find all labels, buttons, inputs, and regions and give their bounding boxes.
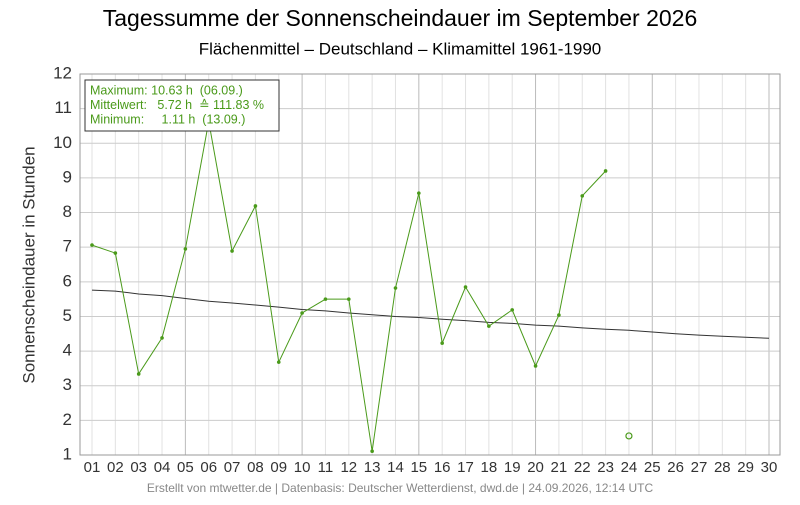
x-tick-label: 11 <box>318 459 334 476</box>
x-tick-label: 24 <box>621 459 638 476</box>
x-tick-label: 13 <box>364 459 381 476</box>
x-tick-label: 20 <box>527 459 544 476</box>
x-tick-label: 06 <box>200 459 217 476</box>
chart-subtitle: Flächenmittel – Deutschland – Klimamitte… <box>199 39 602 58</box>
x-tick-label: 26 <box>667 459 684 476</box>
x-tick-label: 14 <box>387 459 404 476</box>
data-point <box>230 249 234 253</box>
footer: Erstellt von mtwetter.de | Datenbasis: D… <box>147 481 654 495</box>
x-tick-label: 16 <box>434 459 451 476</box>
data-point <box>323 297 328 301</box>
data-point <box>603 169 608 173</box>
data-point <box>580 194 585 198</box>
data-point <box>183 247 188 251</box>
y-tick-label: 12 <box>53 63 72 82</box>
x-tick-label: 30 <box>761 459 778 476</box>
y-tick-label: 2 <box>63 410 72 429</box>
data-point <box>625 432 633 440</box>
plot-frame <box>79 73 781 456</box>
data-point <box>463 285 468 289</box>
info-box <box>84 79 280 132</box>
y-tick-label: 5 <box>63 306 72 325</box>
data-point <box>487 324 491 328</box>
x-tick-label: 25 <box>644 459 661 476</box>
y-tick-label: 8 <box>63 202 72 221</box>
y-tick-label: 1 <box>63 444 72 463</box>
x-tick-label: 21 <box>551 459 568 476</box>
x-tick-label: 01 <box>84 459 101 476</box>
x-tick-label: 08 <box>247 459 264 476</box>
data-point <box>533 364 538 368</box>
data-point <box>300 311 304 315</box>
x-tick-label: 18 <box>481 459 498 476</box>
info-text: Mittelwert: 5.72 h ≙ 111.83 % <box>90 98 264 112</box>
data-point <box>276 360 281 364</box>
info-text: Minimum: 1.11 h (13.09.) <box>90 112 245 126</box>
y-tick-label: 9 <box>63 167 72 186</box>
data-point <box>417 191 421 195</box>
data-point <box>346 297 351 301</box>
y-tick-label: 10 <box>53 133 72 152</box>
x-tick-label: 23 <box>597 459 614 476</box>
series-line <box>91 289 770 339</box>
x-tick-label: 12 <box>340 459 357 476</box>
data-point <box>393 286 398 290</box>
info-text: Maximum: 10.63 h (06.09.) <box>90 83 243 97</box>
data-point <box>557 313 561 317</box>
data-point <box>440 341 444 345</box>
data-point <box>113 251 118 255</box>
x-tick-label: 04 <box>154 459 171 476</box>
data-point <box>370 449 374 453</box>
y-tick-label: 3 <box>63 375 72 394</box>
y-tick-label: 6 <box>63 271 72 290</box>
x-tick-label: 19 <box>504 459 521 476</box>
x-tick-label: 02 <box>107 459 124 476</box>
x-tick-label: 05 <box>177 459 194 476</box>
x-tick-label: 29 <box>737 459 754 476</box>
x-tick-label: 28 <box>714 459 731 476</box>
data-point <box>136 372 141 376</box>
data-point <box>253 204 258 208</box>
x-tick-label: 17 <box>457 459 474 476</box>
chart-title: Tagessumme der Sonnenscheindauer im Sept… <box>103 5 698 31</box>
x-tick-label: 22 <box>574 459 591 476</box>
y-tick-label: 7 <box>63 237 72 256</box>
x-tick-label: 09 <box>270 459 287 476</box>
x-tick-label: 27 <box>691 459 708 476</box>
data-point <box>510 308 515 312</box>
y-axis-label: Sonnenscheindauer in Stunden <box>19 146 38 383</box>
y-tick-label: 4 <box>63 341 72 360</box>
x-tick-label: 10 <box>294 459 311 476</box>
data-point <box>160 336 164 340</box>
x-tick-label: 07 <box>224 459 241 476</box>
x-tick-label: 03 <box>130 459 147 476</box>
data-point <box>90 243 94 247</box>
y-tick-label: 11 <box>54 98 72 117</box>
x-tick-label: 15 <box>410 459 427 476</box>
